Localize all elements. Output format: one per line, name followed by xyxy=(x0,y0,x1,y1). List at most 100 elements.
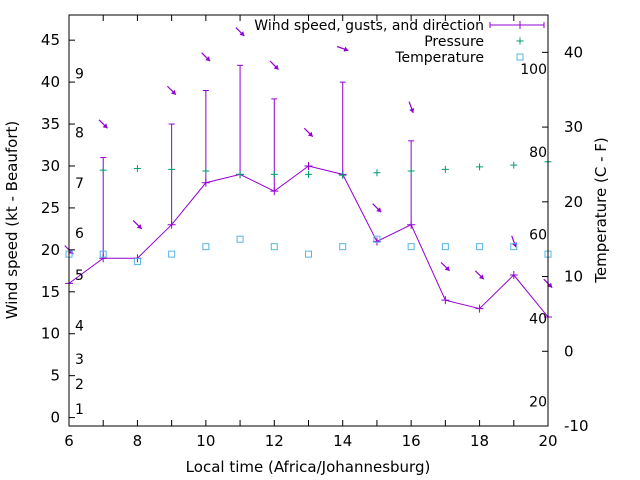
y2-tick-label: 10 xyxy=(564,268,583,286)
pressure-point xyxy=(339,171,347,179)
legend-label: Pressure xyxy=(424,34,484,50)
y-tick-label: 5 xyxy=(50,367,60,385)
fahrenheit-label: 100 xyxy=(520,62,547,78)
fahrenheit-label: 80 xyxy=(529,145,547,161)
wind-direction-arrow xyxy=(303,127,314,138)
wind-arrow-head xyxy=(102,123,108,129)
wind-arrow-head xyxy=(547,282,553,288)
temperature-point xyxy=(133,258,141,266)
wind-direction-arrow xyxy=(166,85,177,96)
wind-arrow-head xyxy=(171,89,176,95)
legend-swatch-point xyxy=(516,21,524,29)
y2-tick-label: 40 xyxy=(564,43,583,61)
y2-tick-label: 20 xyxy=(564,193,583,211)
y-tick-label: 15 xyxy=(41,283,60,301)
beaufort-label: 1 xyxy=(75,402,84,418)
temperature-point xyxy=(339,243,347,251)
y2-axis-title: Temperature (C - F) xyxy=(592,137,610,284)
wind-speed-point xyxy=(475,304,484,313)
pressure-point xyxy=(133,164,141,172)
x-tick-label: 10 xyxy=(196,432,215,450)
temperature-point xyxy=(270,243,278,251)
pressure-point xyxy=(373,169,381,177)
y-tick-label: 20 xyxy=(41,241,60,259)
beaufort-label: 5 xyxy=(75,268,84,284)
wind-direction-arrow xyxy=(511,235,517,248)
x-axis-title: Local time (Africa/Johannesburg) xyxy=(186,458,431,476)
wind-direction-arrow xyxy=(408,101,415,114)
y-tick-label: 0 xyxy=(50,409,60,427)
wind-arrow-head xyxy=(307,131,313,137)
temperature-point xyxy=(99,250,107,258)
legend-swatch-pressure xyxy=(516,37,524,45)
temperature-point xyxy=(407,243,415,251)
x-tick-label: 8 xyxy=(133,432,143,450)
legend-label: Temperature xyxy=(394,50,484,66)
legend-label: Wind speed, gusts, and direction xyxy=(254,18,484,34)
y-tick-label: 45 xyxy=(41,31,60,49)
x-tick-label: 14 xyxy=(333,432,352,450)
beaufort-label: 2 xyxy=(75,377,84,393)
wind-arrow-head xyxy=(205,56,211,62)
wind-direction-arrow xyxy=(372,203,382,213)
beaufort-label: 6 xyxy=(75,226,84,242)
pressure-point xyxy=(202,167,210,175)
temperature-point xyxy=(168,250,176,258)
plot-border xyxy=(68,14,549,427)
temperature-point xyxy=(441,243,449,251)
wind-direction-arrow xyxy=(98,119,108,129)
pressure-point xyxy=(99,166,107,174)
temperature-point xyxy=(236,235,244,243)
wind-arrow-head xyxy=(409,108,415,113)
wind-speed-point xyxy=(441,296,450,305)
y-tick-label: 25 xyxy=(41,199,60,217)
pressure-point xyxy=(168,165,176,173)
beaufort-label: 3 xyxy=(75,352,84,368)
pressure-point xyxy=(305,170,312,178)
temperature-point xyxy=(305,250,312,258)
wind-speed-point xyxy=(304,161,313,170)
y-axis-title: Wind speed (kt - Beaufort) xyxy=(3,121,21,320)
wind-direction-arrow xyxy=(474,270,485,280)
wind-direction-arrow xyxy=(235,27,245,37)
fahrenheit-label: 60 xyxy=(529,228,547,244)
y2-tick-label: -10 xyxy=(564,417,589,435)
fahrenheit-label: 40 xyxy=(529,311,547,327)
wind-speed-point xyxy=(270,187,279,196)
pressure-point xyxy=(407,167,415,175)
pressure-point xyxy=(441,165,449,173)
y-tick-label: 10 xyxy=(41,325,60,343)
wind-direction-arrow xyxy=(132,220,143,230)
wind-direction-arrow xyxy=(440,261,451,272)
x-tick-label: 12 xyxy=(265,432,284,450)
fahrenheit-label: 20 xyxy=(529,394,547,410)
temperature-point xyxy=(202,243,210,251)
y2-tick-label: 0 xyxy=(564,342,574,360)
wind-speed-point xyxy=(201,178,210,187)
beaufort-label: 7 xyxy=(75,176,84,192)
temperature-point xyxy=(373,235,381,243)
pressure-point xyxy=(510,161,518,169)
pressure-point xyxy=(270,170,278,178)
x-tick-label: 6 xyxy=(64,432,74,450)
wind-speed-point xyxy=(407,220,416,229)
pressure-point xyxy=(236,170,244,178)
beaufort-label: 8 xyxy=(75,125,84,141)
x-tick-label: 18 xyxy=(470,432,489,450)
wind-arrow-head xyxy=(444,265,450,271)
wind-arrow-head xyxy=(273,64,279,70)
wind-arrow-head xyxy=(376,207,382,213)
wind-arrow-head xyxy=(239,31,245,37)
wind-direction-arrow xyxy=(201,52,211,62)
wind-arrow-head xyxy=(136,224,142,229)
temperature-point xyxy=(510,243,518,251)
y-tick-label: 35 xyxy=(41,115,60,133)
temperature-point xyxy=(476,243,484,251)
y-tick-label: 30 xyxy=(41,157,60,175)
x-tick-label: 20 xyxy=(538,432,557,450)
wind-speed-point xyxy=(99,254,108,263)
wind-direction-arrow xyxy=(269,60,279,70)
x-tick-label: 16 xyxy=(402,432,421,450)
beaufort-label: 4 xyxy=(75,318,84,334)
